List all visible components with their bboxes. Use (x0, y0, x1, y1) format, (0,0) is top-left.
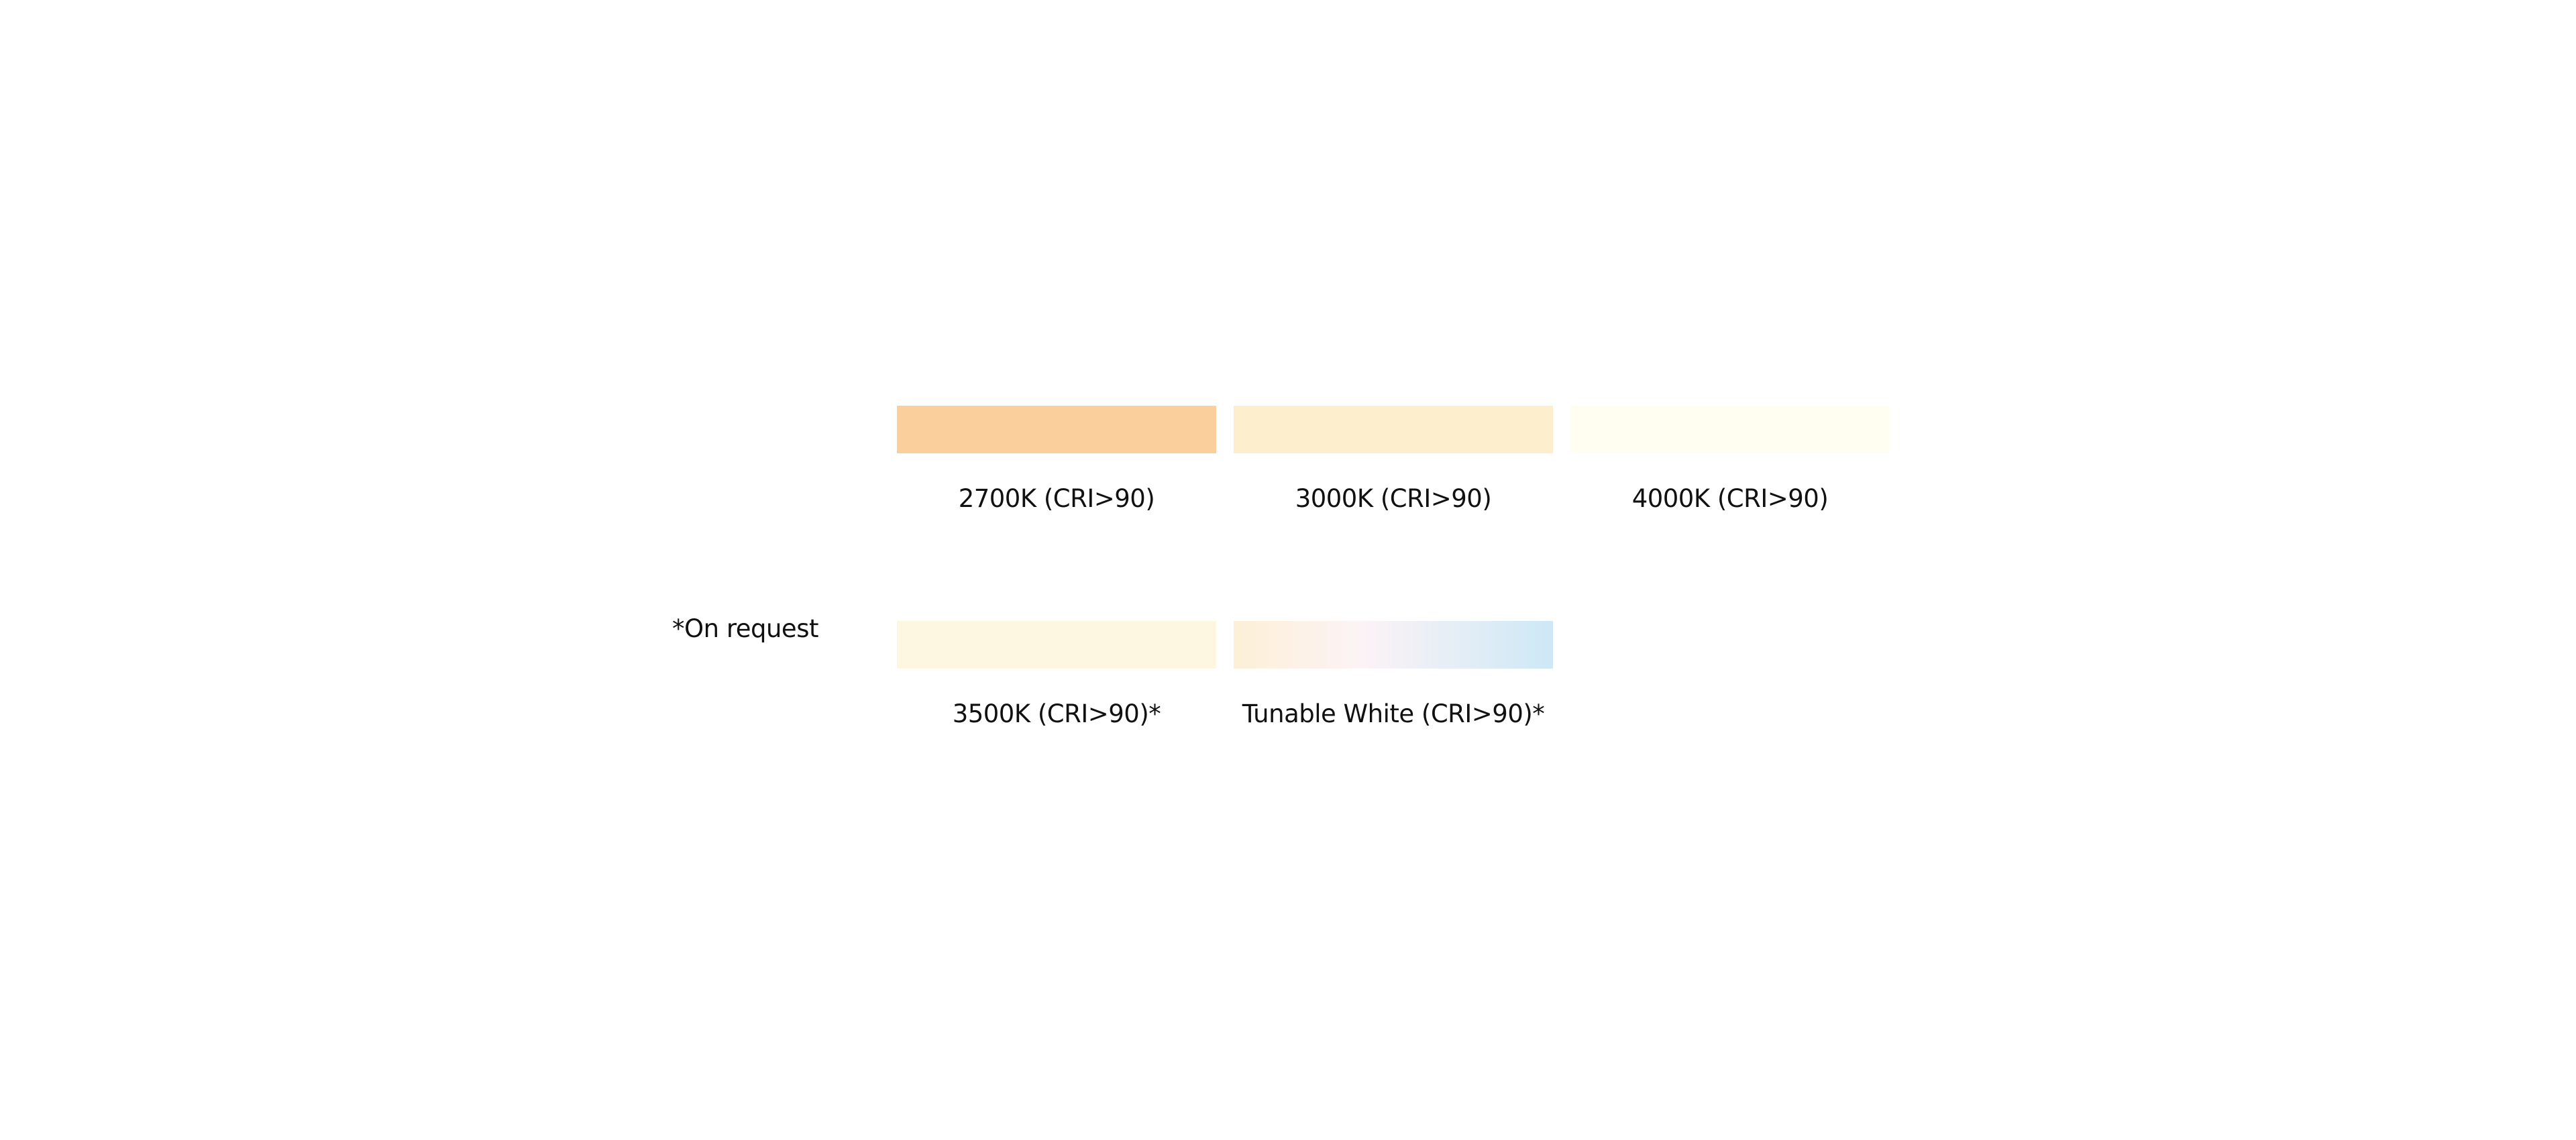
on-request-note: *On request (672, 614, 818, 643)
swatch-2700k (897, 406, 1216, 453)
label-2700k: 2700K (CRI>90) (958, 484, 1155, 513)
label-3500k: 3500K (CRI>90)* (952, 699, 1161, 728)
label-3000k: 3000K (CRI>90) (1295, 484, 1492, 513)
swatch-4000k (1570, 406, 1890, 453)
label-tunable-white: Tunable White (CRI>90)* (1242, 699, 1545, 728)
swatch-tunable-white (1234, 621, 1553, 669)
swatch-3500k (897, 621, 1216, 669)
label-4000k: 4000K (CRI>90) (1631, 484, 1829, 513)
swatch-3000k (1234, 406, 1553, 453)
